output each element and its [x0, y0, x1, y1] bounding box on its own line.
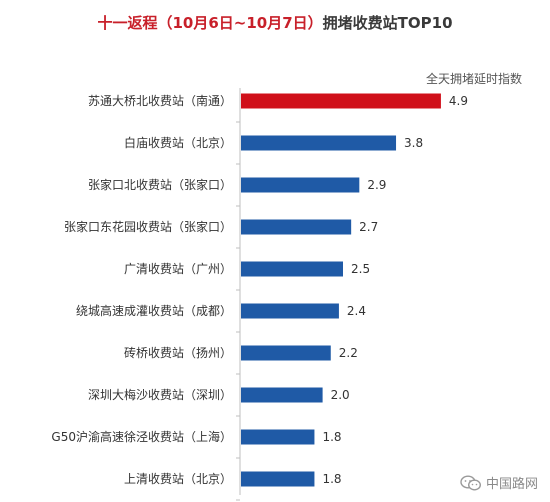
data-label: 1.8	[322, 472, 341, 486]
bar	[241, 261, 343, 277]
data-label: 1.8	[322, 430, 341, 444]
category-label: 苏通大桥北收费站（南通）	[88, 93, 232, 108]
category-label: 白庙收费站（北京）	[124, 135, 232, 150]
category-label: G50沪渝高速徐泾收费站（上海）	[51, 429, 232, 444]
category-label: 砖桥收费站（扬州）	[124, 345, 232, 360]
category-label: 绕城高速成灌收费站（成都）	[76, 303, 232, 318]
category-label: 张家口东花园收费站（张家口）	[64, 219, 232, 234]
metric-label: 全天拥堵延时指数	[425, 72, 522, 86]
chart-title: 十一返程（10月6日~10月7日）拥堵收费站TOP10	[0, 12, 550, 33]
category-label: 深圳大梅沙收费站（深圳）	[88, 387, 232, 402]
data-label: 4.9	[449, 94, 468, 108]
bar	[241, 219, 352, 235]
chart-title-suffix: 拥堵收费站TOP10	[322, 14, 453, 32]
bar	[241, 345, 331, 361]
bar	[241, 303, 339, 319]
data-label: 2.0	[331, 388, 350, 402]
category-label: 张家口北收费站（张家口）	[88, 177, 232, 192]
data-label: 2.5	[351, 262, 370, 276]
chart-title-highlight: 十一返程（10月6日~10月7日）	[97, 14, 323, 32]
bar	[241, 93, 441, 109]
bar	[241, 429, 315, 445]
wechat-icon	[460, 474, 481, 491]
bar	[241, 135, 397, 151]
category-label: 广清收费站（广州）	[124, 262, 232, 276]
watermark-text: 中国路网	[485, 477, 538, 492]
watermark: 中国路网	[460, 473, 538, 492]
bar	[241, 387, 323, 403]
data-label: 2.2	[339, 346, 358, 360]
data-label: 2.7	[359, 220, 378, 234]
bar	[241, 177, 360, 193]
bar	[241, 471, 315, 487]
data-label: 2.4	[347, 304, 366, 318]
data-label: 2.9	[367, 178, 386, 192]
data-label: 3.8	[404, 136, 423, 150]
category-label: 上清收费站（北京）	[124, 472, 232, 486]
